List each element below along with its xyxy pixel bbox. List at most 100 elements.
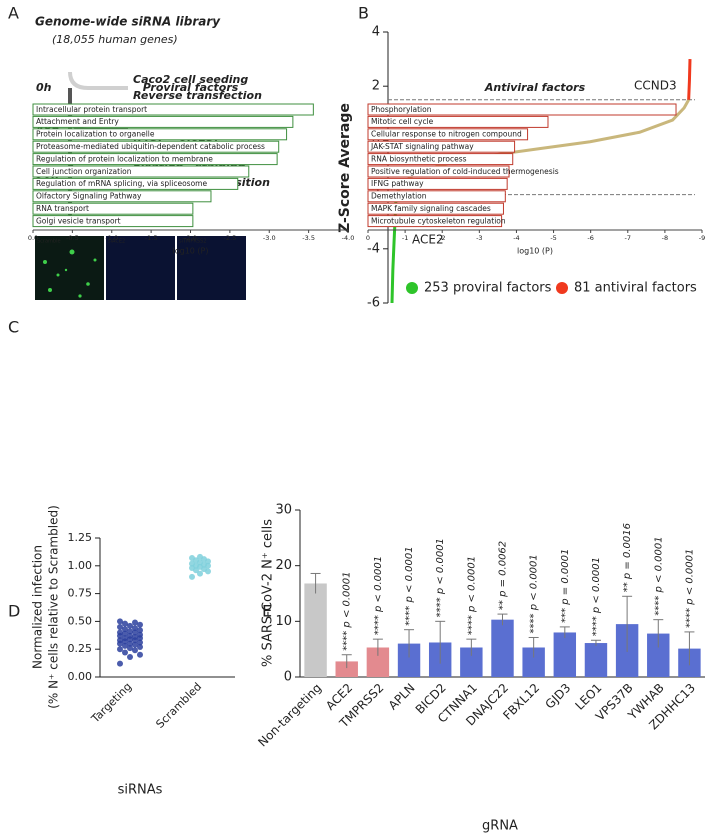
category-label: Attachment and Entry	[36, 117, 119, 126]
bar	[397, 643, 421, 677]
x-tick-label: 0.0	[28, 234, 38, 242]
point	[127, 632, 133, 639]
workflow-title: Genome-wide siRNA library	[35, 15, 221, 29]
y-tick-label: 4	[372, 25, 380, 40]
panel-label: D	[8, 602, 20, 621]
bar	[32, 165, 250, 178]
cells	[43, 249, 97, 298]
point	[122, 635, 128, 642]
point	[117, 646, 123, 653]
x-tick-label: -3	[476, 234, 482, 242]
chart-title: Proviral factors	[143, 81, 239, 94]
significance: **** p < 0.0001	[404, 546, 415, 625]
image-label: siTMPRSS2	[179, 239, 206, 245]
chart-title: Antiviral factors	[484, 81, 586, 94]
y-tick-label: -6	[367, 296, 380, 311]
y-axis-label: Normalized infection	[31, 545, 45, 669]
bar	[460, 647, 483, 677]
bar	[32, 153, 278, 166]
bar	[522, 647, 545, 677]
y-tick-label: 2	[372, 79, 380, 94]
legend-swatch	[556, 282, 568, 294]
x-tick-label: -8	[662, 234, 668, 242]
bar	[32, 215, 194, 228]
point	[197, 553, 203, 560]
category-label: Protein localization to organelle	[36, 130, 155, 139]
y-axis-label: % SARS-CoV-2 N⁺ cells	[261, 519, 276, 667]
bar	[491, 619, 514, 677]
significance: **** p < 0.0001	[684, 549, 695, 628]
category-label: Cellular response to nitrogen compound	[371, 130, 522, 139]
point	[127, 645, 133, 652]
significance: *** p = 0.0001	[560, 549, 571, 623]
point	[189, 560, 195, 567]
significance: ** p = 0.0016	[622, 523, 633, 592]
x-tick-label: GJD3	[542, 681, 573, 712]
bar	[367, 128, 529, 141]
point	[132, 619, 138, 626]
y-tick-label: 0.50	[68, 614, 93, 627]
category-label: Cell junction organization	[36, 167, 132, 176]
legend-label: 253 proviral factors	[424, 281, 552, 296]
step-time: 0h	[36, 81, 52, 94]
point	[122, 649, 128, 656]
significance: ** p = 0.0062	[498, 541, 509, 610]
bar	[367, 115, 549, 128]
y-tick-label: 30	[275, 503, 292, 518]
point	[197, 570, 203, 577]
bar	[367, 103, 677, 116]
point	[127, 640, 133, 647]
significance: **** p < 0.0001	[529, 554, 540, 633]
bar	[367, 140, 516, 153]
point	[132, 641, 138, 648]
x-axis-label: gRNA	[482, 819, 518, 834]
x-tick-label: -0.5	[66, 234, 79, 242]
point	[189, 555, 195, 562]
x-axis-label: log10 (P)	[173, 247, 209, 256]
step-text: Caco2 cell seeding	[133, 73, 248, 86]
y-tick-label: 0	[372, 133, 380, 148]
bar	[32, 140, 280, 153]
panel-label: A	[8, 4, 19, 23]
significance: **** p < 0.0001	[435, 538, 446, 617]
x-axis-label: siRNAs	[118, 783, 163, 798]
panel-label: C	[8, 318, 19, 337]
series-line	[687, 59, 692, 100]
significance: **** p < 0.0001	[591, 557, 602, 636]
bar	[32, 115, 294, 128]
point	[137, 627, 143, 634]
y-tick-label: 1.00	[68, 559, 93, 572]
point	[122, 626, 128, 633]
category-label: Regulation of mRNA splicing, via spliceo…	[36, 179, 207, 188]
micrograph	[106, 236, 175, 300]
point	[127, 628, 133, 635]
bar	[32, 190, 212, 203]
category-label: Regulation of protein localization to me…	[36, 154, 213, 163]
point	[189, 573, 195, 580]
workflow-subtitle: (18,055 human genes)	[52, 33, 178, 46]
point	[132, 633, 138, 640]
x-tick-label: -7	[625, 234, 631, 242]
bar	[335, 661, 358, 677]
category-label: JAK-STAT signaling pathway	[370, 142, 474, 151]
y-tick-label: 0.00	[68, 670, 93, 683]
panel-label: E	[262, 602, 272, 621]
x-tick-label: Non-targeting	[255, 681, 324, 750]
bar	[367, 165, 510, 178]
category-label: Phosphorylation	[371, 105, 432, 114]
point	[122, 642, 128, 649]
category-label: Olfactory Signaling Pathway	[36, 192, 142, 201]
x-axis-label: log10 (P)	[517, 247, 553, 256]
significance: **** p < 0.0001	[653, 536, 664, 615]
point	[127, 653, 133, 660]
x-tick-label: -2.0	[184, 234, 197, 242]
x-tick-label: -4.0	[342, 234, 355, 242]
x-tick-label: -1.5	[145, 234, 158, 242]
category-label: Demethylation	[371, 192, 427, 201]
image-label: Scramble	[37, 239, 61, 245]
bar	[647, 633, 670, 677]
category-label: Golgi vesicle transport	[36, 216, 121, 225]
annotation: CCND3	[634, 79, 677, 93]
y-tick-label: 10	[275, 614, 292, 629]
